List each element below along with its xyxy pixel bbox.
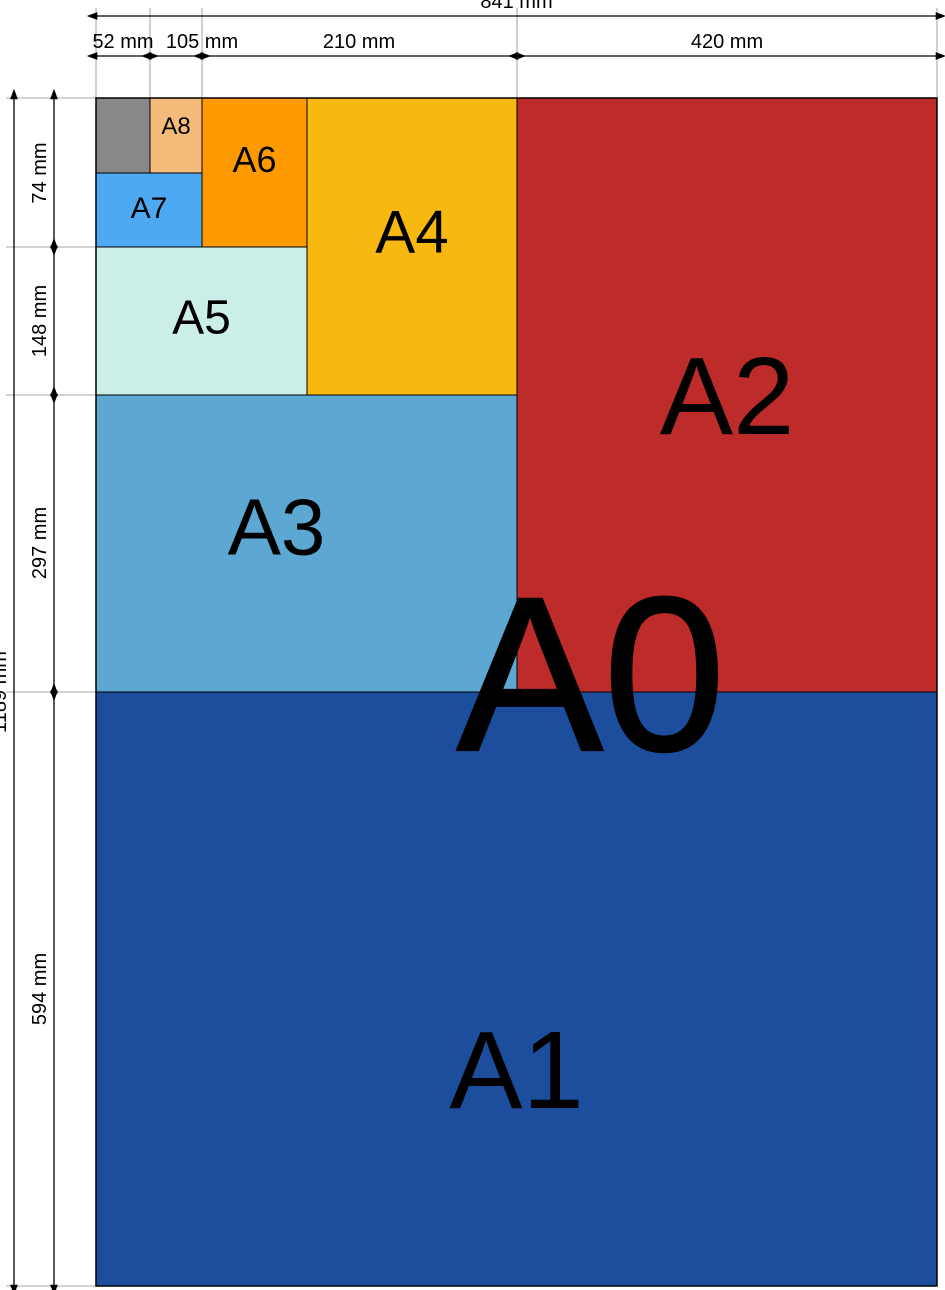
dim-left-0: 1189 mm — [0, 651, 11, 733]
label-a0: A0 — [456, 551, 725, 797]
label-a7: A7 — [131, 192, 168, 225]
dim-left-3: 297 mm — [29, 507, 51, 579]
label-a4: A4 — [375, 198, 448, 265]
paper-a9 — [96, 98, 150, 173]
label-a2: A2 — [660, 335, 795, 458]
label-a5: A5 — [172, 292, 231, 345]
label-a3: A3 — [228, 483, 326, 572]
dim-left-4: 594 mm — [29, 953, 51, 1025]
paper-size-diagram: A1 A2 A3 A4 A5 A6 A7 A8 A0 841 mm 52 mm 105 mm 210 m… — [0, 0, 945, 1290]
dim-top-1: 52 mm — [92, 31, 153, 53]
dim-top-3: 210 mm — [323, 31, 395, 53]
dim-top-4: 420 mm — [691, 31, 763, 53]
dim-top-0: 841 mm — [480, 0, 552, 13]
label-a1: A1 — [449, 1009, 584, 1132]
dim-left-2: 148 mm — [29, 285, 51, 357]
label-a6: A6 — [232, 139, 276, 180]
dim-left-1: 74 mm — [29, 142, 51, 203]
label-a8: A8 — [161, 113, 190, 140]
dim-top-2: 105 mm — [166, 31, 238, 53]
dimensions-top: 841 mm 52 mm 105 mm 210 mm 420 mm — [92, 0, 937, 56]
